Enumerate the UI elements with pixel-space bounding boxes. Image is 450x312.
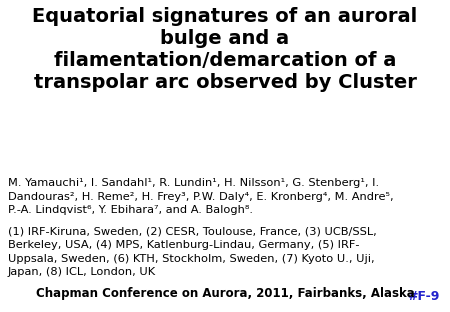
Text: Japan, (8) ICL, London, UK: Japan, (8) ICL, London, UK xyxy=(8,267,156,277)
Text: Chapman Conference on Aurora, 2011, Fairbanks, Alaska: Chapman Conference on Aurora, 2011, Fair… xyxy=(36,287,414,300)
Text: (1) IRF-Kiruna, Sweden, (2) CESR, Toulouse, France, (3) UCB/SSL,: (1) IRF-Kiruna, Sweden, (2) CESR, Toulou… xyxy=(8,227,377,236)
Text: P.-A. Lindqvist⁶, Y. Ebihara⁷, and A. Balogh⁸.: P.-A. Lindqvist⁶, Y. Ebihara⁷, and A. Ba… xyxy=(8,205,253,215)
Text: Dandouras², H. Reme², H. Frey³, P.W. Daly⁴, E. Kronberg⁴, M. Andre⁵,: Dandouras², H. Reme², H. Frey³, P.W. Dal… xyxy=(8,192,394,202)
Text: Berkeley, USA, (4) MPS, Katlenburg-Lindau, Germany, (5) IRF-: Berkeley, USA, (4) MPS, Katlenburg-Linda… xyxy=(8,240,360,250)
Text: Equatorial signatures of an auroral
bulge and a
filamentation/demarcation of a
t: Equatorial signatures of an auroral bulg… xyxy=(32,7,418,92)
Text: Uppsala, Sweden, (6) KTH, Stockholm, Sweden, (7) Kyoto U., Uji,: Uppsala, Sweden, (6) KTH, Stockholm, Swe… xyxy=(8,253,374,264)
Text: M. Yamauchi¹, I. Sandahl¹, R. Lundin¹, H. Nilsson¹, G. Stenberg¹, I.: M. Yamauchi¹, I. Sandahl¹, R. Lundin¹, H… xyxy=(8,178,379,188)
Text: #F-9: #F-9 xyxy=(408,290,440,303)
